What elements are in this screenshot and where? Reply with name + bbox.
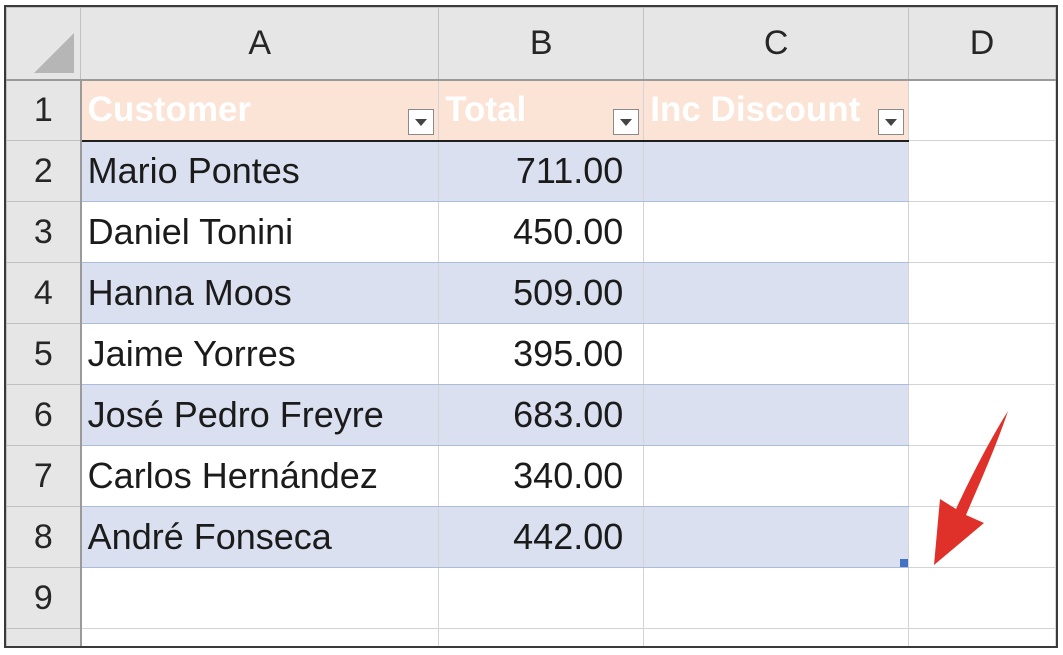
cell-b8[interactable]: 442.00	[438, 506, 645, 568]
cell-d5[interactable]	[908, 323, 1056, 385]
row-header-4[interactable]: 4	[6, 262, 82, 324]
header-label-total: Total	[445, 90, 527, 129]
header-label-inc-discount: Inc Discount	[650, 90, 861, 129]
row-header-6[interactable]: 6	[6, 384, 82, 446]
filter-dropdown-total[interactable]	[613, 108, 640, 135]
table-header-inc-discount[interactable]: Inc Discount	[643, 79, 910, 142]
cell-a5[interactable]: Jaime Yorres	[80, 323, 440, 385]
select-all-triangle-icon	[34, 32, 75, 73]
cell-a6[interactable]: José Pedro Freyre	[80, 384, 440, 446]
cell-a4[interactable]: Hanna Moos	[80, 262, 440, 324]
cell-c3[interactable]	[643, 201, 910, 263]
cell-a2[interactable]: Mario Pontes	[80, 140, 440, 202]
cell-c9[interactable]	[643, 567, 910, 629]
cell-b6[interactable]: 683.00	[438, 384, 645, 446]
row-header-3[interactable]: 3	[6, 201, 82, 263]
cell-b2[interactable]: 711.00	[438, 140, 645, 202]
row-header-10[interactable]	[6, 628, 82, 646]
cell-b5[interactable]: 395.00	[438, 323, 645, 385]
table-row: 5 Jaime Yorres 395.00	[6, 323, 1056, 385]
column-header-d[interactable]: D	[908, 7, 1056, 81]
cell-d3[interactable]	[908, 201, 1056, 263]
table-row: 7 Carlos Hernández 340.00	[6, 445, 1056, 507]
table-row: 3 Daniel Tonini 450.00	[6, 201, 1056, 263]
filter-dropdown-inc-discount[interactable]	[878, 108, 905, 135]
row-header-2[interactable]: 2	[6, 140, 82, 202]
table-row: 4 Hanna Moos 509.00	[6, 262, 1056, 324]
table-row: 8 André Fonseca 442.00	[6, 506, 1056, 568]
row-header-1[interactable]: 1	[6, 79, 82, 141]
row-header-9[interactable]: 9	[6, 567, 82, 629]
cell-b7[interactable]: 340.00	[438, 445, 645, 507]
cell-c10[interactable]	[643, 628, 910, 646]
cell-c4[interactable]	[643, 262, 910, 324]
cell-b9[interactable]	[438, 567, 645, 629]
table-row: 6 José Pedro Freyre 683.00	[6, 384, 1056, 446]
cell-a7[interactable]: Carlos Hernández	[80, 445, 440, 507]
cell-c8[interactable]	[643, 506, 910, 568]
cell-d4[interactable]	[908, 262, 1056, 324]
cell-b4[interactable]: 509.00	[438, 262, 645, 324]
table-header-customer[interactable]: Customer	[80, 79, 440, 142]
row-header-5[interactable]: 5	[6, 323, 82, 385]
cell-c5[interactable]	[643, 323, 910, 385]
cell-d8[interactable]	[908, 506, 1056, 568]
cell-a8[interactable]: André Fonseca	[80, 506, 440, 568]
cell-a10[interactable]	[80, 628, 440, 646]
filter-dropdown-customer[interactable]	[408, 108, 435, 135]
cell-d1[interactable]	[908, 79, 1056, 141]
select-all-button[interactable]	[6, 7, 82, 81]
column-header-b[interactable]: B	[438, 7, 645, 81]
table-row: 2 Mario Pontes 711.00	[6, 140, 1056, 202]
worksheet-grid: A B C D 1 Customer Total Inc Discount 2 …	[6, 7, 1056, 646]
cell-c2[interactable]	[643, 140, 910, 202]
cell-d10[interactable]	[908, 628, 1056, 646]
row-header-8[interactable]: 8	[6, 506, 82, 568]
spreadsheet-window: A B C D 1 Customer Total Inc Discount 2 …	[4, 5, 1058, 648]
cell-c6[interactable]	[643, 384, 910, 446]
cell-a3[interactable]: Daniel Tonini	[80, 201, 440, 263]
red-arrow-icon	[934, 411, 1008, 565]
table-resize-handle-icon[interactable]	[900, 559, 908, 567]
cell-d6[interactable]	[908, 384, 1056, 446]
row-header-7[interactable]: 7	[6, 445, 82, 507]
cell-b3[interactable]: 450.00	[438, 201, 645, 263]
cell-b10[interactable]	[438, 628, 645, 646]
column-header-c[interactable]: C	[643, 7, 910, 81]
table-header-total[interactable]: Total	[438, 79, 645, 142]
cell-a9[interactable]	[80, 567, 440, 629]
cell-c7[interactable]	[643, 445, 910, 507]
column-header-a[interactable]: A	[80, 7, 440, 81]
cell-d2[interactable]	[908, 140, 1056, 202]
header-label-customer: Customer	[87, 90, 252, 129]
